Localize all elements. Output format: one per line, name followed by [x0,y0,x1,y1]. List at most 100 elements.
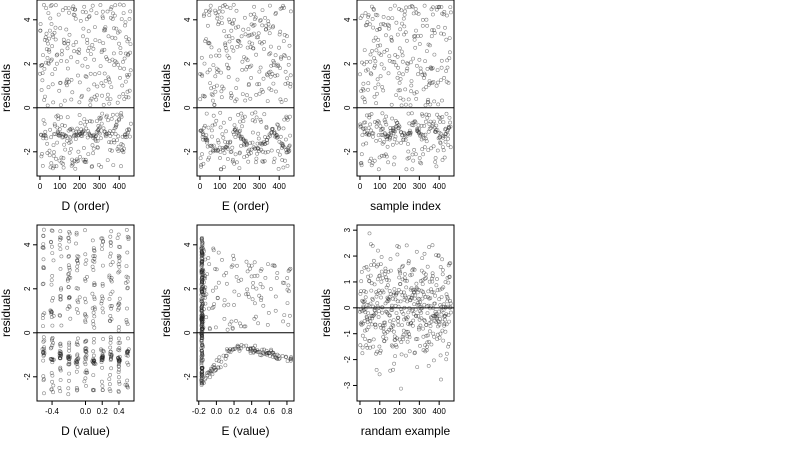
x-tick-label: -0.2 [192,407,206,416]
data-point [266,262,270,267]
data-point [125,360,130,365]
data-point [424,49,429,54]
data-point [387,327,392,332]
data-point [203,377,208,382]
data-point [385,144,390,149]
data-point [358,309,362,314]
data-point [393,354,398,359]
data-point [392,334,397,339]
data-point [248,346,253,351]
data-point [56,117,61,121]
data-point [218,110,223,115]
x-axis-label: D (order) [61,199,109,213]
data-point [209,92,214,97]
data-point [68,136,73,141]
data-point [77,295,82,300]
data-point [57,158,62,163]
data-point [401,137,406,142]
y-tick-label: -2 [183,148,192,156]
data-point [43,94,47,99]
data-point [448,305,453,310]
data-point [394,63,398,68]
y-tick-label: -2 [183,373,192,381]
data-point [217,9,221,14]
data-point [115,138,120,143]
points [198,2,293,172]
data-point [403,87,408,92]
data-point [364,141,369,146]
data-point [59,286,64,291]
data-point [394,20,399,25]
data-point [199,355,204,360]
data-point [117,336,121,341]
data-point [126,347,131,352]
data-point [224,270,229,275]
data-point [254,286,259,291]
data-point [278,134,283,139]
data-point [361,299,366,304]
data-point [222,298,227,303]
data-point [425,115,430,120]
data-point [66,392,71,397]
data-point [270,72,275,76]
data-point [200,372,205,377]
data-point [84,370,89,375]
data-point [216,20,221,25]
data-point [258,65,263,70]
data-point [363,337,368,342]
data-point [399,290,404,295]
y-tick-label: 2 [183,61,192,66]
data-point [421,87,426,92]
data-point [110,17,115,21]
data-point [368,301,373,306]
y-tick-label: 2 [343,253,352,258]
data-point [108,254,112,259]
data-point [60,48,64,53]
data-point [202,94,207,99]
data-point [210,306,215,310]
x-tick-label: 100 [373,182,387,191]
data-point [392,361,397,366]
data-point [58,341,63,346]
data-point [368,59,373,64]
data-point [91,46,96,51]
data-point [402,24,407,29]
data-point [251,31,256,36]
data-point [432,334,436,339]
points [38,2,133,171]
data-point [271,160,276,165]
data-point [250,41,255,46]
data-point [202,125,206,130]
data-point [235,263,239,268]
data-point [389,305,394,310]
data-point [272,263,277,268]
data-point [420,23,425,28]
data-point [73,166,78,171]
data-point [207,326,212,331]
data-point [266,22,271,27]
data-point [261,303,266,308]
data-point [213,8,218,13]
data-point [62,98,67,103]
data-point [397,337,402,342]
data-point [391,367,396,372]
data-point [257,82,262,87]
data-point [67,304,72,308]
data-point [391,329,396,334]
data-point [41,234,46,239]
data-point [248,96,253,101]
data-point [261,76,266,81]
data-point [91,373,96,378]
data-point [395,75,400,80]
data-point [83,74,88,79]
data-point [415,302,420,307]
data-point [98,3,103,7]
data-point [50,373,55,378]
data-point [125,378,130,383]
data-point [123,280,128,285]
data-point [54,53,59,58]
data-point [387,23,392,28]
data-point [229,319,234,324]
data-point [369,322,374,327]
